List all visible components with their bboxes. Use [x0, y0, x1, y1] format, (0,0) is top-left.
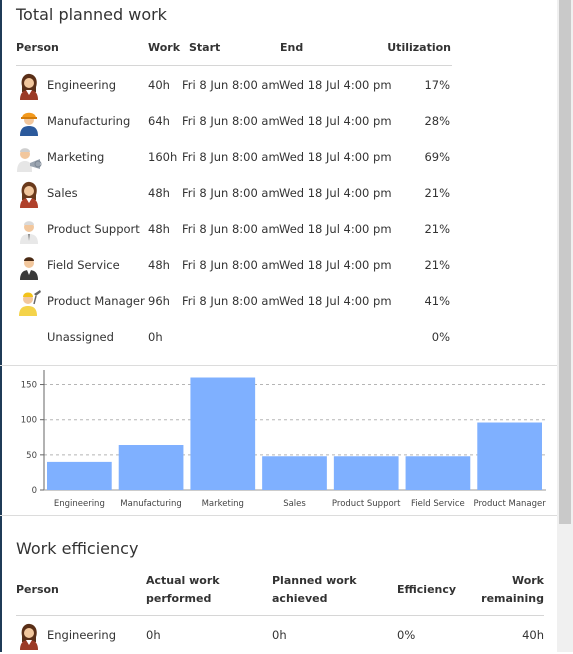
chart-bar	[405, 456, 471, 490]
person-name: Engineering	[47, 78, 116, 92]
utilization-value: 41%	[424, 294, 450, 308]
person-name: Manufacturing	[47, 114, 131, 128]
y-tick-label: 150	[21, 381, 37, 391]
table-row: Field Service 48h Fri 8 Jun 8:00 am Wed …	[16, 247, 456, 283]
end-value: Wed 18 Jul 4:00 pm	[279, 150, 392, 164]
planned-header-work: Work	[148, 41, 181, 54]
table-row: Sales 48h Fri 8 Jun 8:00 am Wed 18 Jul 4…	[16, 175, 456, 211]
scrollbar-thumb[interactable]	[559, 0, 571, 524]
x-tick-label: Marketing	[202, 499, 244, 509]
chart-bar	[477, 422, 542, 490]
utilization-value: 69%	[424, 150, 450, 164]
x-tick-label: Manufacturing	[120, 499, 182, 509]
efficiency-header-person: Person	[16, 583, 59, 596]
work-value: 96h	[148, 294, 170, 308]
chart-bar	[333, 456, 399, 490]
start-value: Fri 8 Jun 8:00 am	[182, 222, 280, 236]
megaphone-person-icon	[16, 144, 42, 172]
chart-top-divider	[0, 365, 557, 366]
planned-work-chart: 0 50 100 150 Engineering Manufacturing Marketi…	[0, 366, 557, 516]
person-name: Sales	[47, 186, 78, 200]
x-tick-label: Field Service	[411, 499, 465, 509]
work-value: 48h	[148, 186, 170, 200]
person-name: Product Manager	[47, 294, 145, 308]
efficiency-header-efficiency: Efficiency	[397, 583, 457, 596]
x-tick-label: Product Support	[332, 499, 401, 509]
end-value: Wed 18 Jul 4:00 pm	[279, 258, 392, 272]
planned-header-start: Start	[189, 41, 221, 54]
person-name: Field Service	[47, 258, 120, 272]
planned-header-person: Person	[16, 41, 59, 54]
chart-bar	[118, 445, 184, 490]
planned-header-utilization: Utilization	[387, 41, 451, 54]
work-value: 64h	[148, 114, 170, 128]
utilization-value: 0%	[431, 330, 450, 344]
start-value: Fri 8 Jun 8:00 am	[182, 78, 280, 92]
efficiency-header-divider	[16, 615, 544, 616]
table-row: Unassigned 0h 0%	[16, 319, 456, 355]
chart-bar	[190, 377, 256, 490]
x-tick-label: Engineering	[54, 499, 105, 509]
woman-avatar-icon	[16, 180, 42, 208]
work-value: 48h	[148, 222, 170, 236]
table-row: Engineering 40h Fri 8 Jun 8:00 am Wed 18…	[16, 67, 456, 103]
x-tick-label: Sales	[283, 499, 306, 509]
manager-with-tool-icon	[16, 288, 42, 316]
table-row: Marketing 160h Fri 8 Jun 8:00 am Wed 18 …	[16, 139, 456, 175]
person-name: Marketing	[47, 150, 105, 164]
end-value: Wed 18 Jul 4:00 pm	[279, 114, 392, 128]
planned-header-end: End	[280, 41, 304, 54]
planned-work-title: Total planned work	[16, 5, 167, 24]
bar-chart-svg: 0 50 100 150 Engineering Manufacturing Marketi…	[21, 370, 547, 509]
work-value: 48h	[148, 258, 170, 272]
utilization-value: 17%	[424, 78, 450, 92]
actual-work-value: 0h	[146, 628, 161, 642]
start-value: Fri 8 Jun 8:00 am	[182, 186, 280, 200]
woman-avatar-icon	[16, 72, 42, 100]
end-value: Wed 18 Jul 4:00 pm	[279, 186, 392, 200]
chart-bar	[47, 461, 112, 490]
work-value: 160h	[148, 150, 178, 164]
start-value: Fri 8 Jun 8:00 am	[182, 294, 280, 308]
person-name: Engineering	[47, 628, 116, 642]
person-name: Unassigned	[47, 330, 114, 344]
work-efficiency-title: Work efficiency	[16, 539, 139, 558]
left-frame-rule	[0, 0, 2, 652]
y-tick-label: 50	[26, 451, 37, 461]
utilization-value: 21%	[424, 186, 450, 200]
efficiency-header-actual: Actual work performed	[146, 574, 220, 605]
efficiency-header-remaining: Work remaining	[481, 574, 544, 605]
end-value: Wed 18 Jul 4:00 pm	[279, 294, 392, 308]
work-value: 0h	[148, 330, 163, 344]
utilization-value: 28%	[424, 114, 450, 128]
table-row: Engineering 0h 0h 0% 40h	[16, 617, 544, 653]
person-name: Product Support	[47, 222, 140, 236]
chart-bottom-divider	[0, 515, 557, 516]
work-value: 40h	[148, 78, 170, 92]
start-value: Fri 8 Jun 8:00 am	[182, 150, 280, 164]
chart-bar	[262, 456, 327, 490]
start-value: Fri 8 Jun 8:00 am	[182, 114, 280, 128]
planned-achieved-value: 0h	[272, 628, 287, 642]
efficiency-header-planned: Planned work achieved	[272, 574, 357, 605]
table-row: Product Manager 96h Fri 8 Jun 8:00 am We…	[16, 283, 456, 319]
man-avatar-icon	[16, 216, 42, 244]
table-row: Product Support 48h Fri 8 Jun 8:00 am We…	[16, 211, 456, 247]
man-dark-suit-avatar-icon	[16, 252, 42, 280]
planned-header-divider	[16, 65, 452, 66]
x-tick-label: Product Manager	[474, 499, 547, 509]
start-value: Fri 8 Jun 8:00 am	[182, 258, 280, 272]
y-tick-label: 0	[32, 486, 37, 496]
hard-hat-worker-icon	[16, 108, 42, 136]
y-tick-label: 100	[21, 416, 37, 426]
utilization-value: 21%	[424, 258, 450, 272]
end-value: Wed 18 Jul 4:00 pm	[279, 222, 392, 236]
efficiency-value: 0%	[397, 628, 416, 642]
table-row: Manufacturing 64h Fri 8 Jun 8:00 am Wed …	[16, 103, 456, 139]
utilization-value: 21%	[424, 222, 450, 236]
woman-avatar-icon	[16, 622, 42, 650]
end-value: Wed 18 Jul 4:00 pm	[279, 78, 392, 92]
work-remaining-value: 40h	[522, 628, 544, 642]
